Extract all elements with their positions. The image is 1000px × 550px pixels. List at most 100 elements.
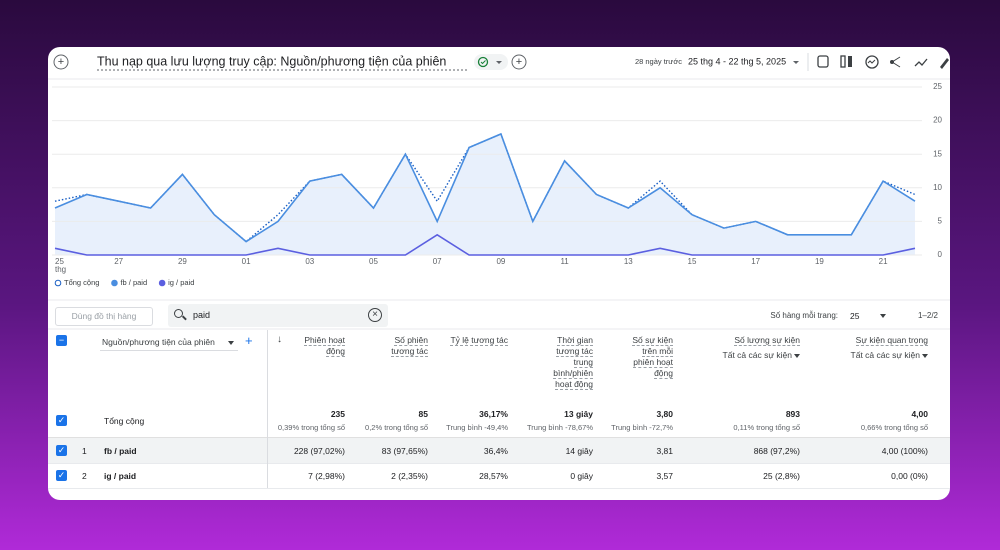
compare-icon-right[interactable] [848,56,852,67]
x-tick-label: 03 [305,257,314,266]
x-tick-label: 15 [688,257,697,266]
search-box[interactable]: paid × [168,304,388,327]
legend-label: ig / paid [168,278,194,287]
column-subheader[interactable]: Tất cả các sự kiện [722,350,792,360]
report-title: Thu nạp qua lưu lượng truy cập: Nguồn/ph… [97,54,446,68]
y-tick-label: 15 [933,149,942,158]
y-tick-label: 5 [938,217,943,226]
row-value: 0,00 (0%) [891,471,928,481]
sub-caret[interactable] [794,354,800,358]
column-label[interactable]: Thời gian tương tác trung bình/phiên hoạ… [553,335,593,390]
column-header[interactable]: Phiên hoạt động [285,335,345,357]
check-icon [477,56,489,68]
legend-label: fb / paid [120,278,147,287]
column-label[interactable]: Tỷ lệ tương tác [450,335,508,346]
row-value: 3,81 [656,446,673,456]
row-name: fb / paid [104,446,137,456]
plot-rows-button[interactable]: Dùng đồ thị hàng [55,307,153,326]
edit-icon[interactable] [940,58,949,69]
row-highlight [48,438,950,463]
row-index: 2 [82,471,87,481]
column-header[interactable]: Tỷ lệ tương tác [448,335,508,346]
column-subheader[interactable]: Tất cả các sự kiện [850,350,920,360]
column-label[interactable]: Số sự kiện trên mỗi phiên hoạt động [632,335,673,379]
x-tick-label: 17 [751,257,760,266]
row-value: 4,00 (100%) [881,446,928,456]
column-label[interactable]: Phiên hoạt động [304,335,345,357]
pagination: 1–2/2 [917,311,938,320]
total-value: 85 [418,409,428,419]
x-tick-label: 07 [433,257,442,266]
x-sublabel: thg [55,265,66,274]
add-button[interactable] [53,54,69,70]
y-tick-label: 10 [933,183,942,192]
row-name: ig / paid [104,471,137,481]
row-divider [48,437,950,438]
column-label[interactable]: Số phiên tương tác [391,335,428,357]
row-value: 868 (97,2%) [753,446,800,456]
search-text[interactable]: paid [193,310,211,320]
x-tick-label: 13 [624,257,633,266]
chip-caret [496,61,502,64]
x-tick-label: 25 [55,257,64,266]
date-prefix: 28 ngày trước [635,57,682,66]
add-dimension[interactable]: + [245,333,253,348]
column-label[interactable]: Sự kiện quan trọng [855,335,928,346]
check-mark [480,60,486,65]
column-divider [267,330,268,488]
total-checkbox[interactable]: ✓ [56,415,67,426]
add-comparison-icon[interactable]: + [516,56,522,68]
x-tick-label: 27 [114,257,123,266]
total-note: Trung bình -49,4% [446,423,508,432]
rows-per-page[interactable]: 25 [850,311,860,321]
area [55,134,915,255]
add-icon[interactable]: + [58,56,64,68]
y-tick-label: 20 [933,116,942,125]
x-tick-label: 11 [560,257,569,266]
dimension-selector[interactable]: Nguồn/phương tiện của phiên [100,335,238,351]
column-label[interactable]: Số lượng sự kiện [734,335,800,346]
row-value: 28,57% [479,471,508,481]
rows-caret[interactable] [880,314,886,318]
trend-icon[interactable] [914,58,928,67]
x-tick-label: 01 [242,257,251,266]
insights-glyph [867,59,876,64]
column-header[interactable]: Thời gian tương tác trung bình/phiên hoạ… [543,335,593,390]
sub-caret[interactable] [922,354,928,358]
row-checkbox[interactable]: ✓ [56,470,67,481]
x-tick-label: 05 [369,257,378,266]
legend-marker [111,279,118,287]
notes-icon[interactable] [817,55,829,68]
series-line [54,233,916,256]
rows-per-page-label: Số hàng mỗi trang: [770,311,838,320]
clear-search[interactable]: × [368,308,382,322]
legend-marker [54,279,62,287]
date-caret[interactable] [793,61,799,64]
share-node [890,60,894,64]
column-header[interactable]: Số lượng sự kiện [690,335,800,346]
x-tick-label: 09 [496,257,505,266]
column-header[interactable]: Số sự kiện trên mỗi phiên hoạt động [623,335,673,379]
compare-icon[interactable] [840,55,846,68]
row-value: 7 (2,98%) [308,471,345,481]
row-index: 1 [82,446,87,456]
total-value: 36,17% [479,409,508,419]
dimension-label[interactable]: Nguồn/phương tiện của phiên [102,337,215,347]
sort-arrow[interactable]: ↓ [277,334,282,345]
total-value: 13 giây [564,409,593,419]
series-line [54,132,916,243]
dimension-caret[interactable] [228,341,234,345]
select-all-checkbox[interactable]: − [56,335,67,346]
total-value: 235 [330,409,345,419]
insights-icon[interactable] [865,55,879,69]
total-label: Tổng cộng [104,416,145,426]
column-header[interactable]: Số phiên tương tác [373,335,428,357]
add-comparison[interactable] [511,54,527,70]
date-range[interactable]: 25 thg 4 - 22 thg 5, 2025 [688,56,786,66]
row-checkbox[interactable]: ✓ [56,445,67,456]
legend-marker [158,279,166,287]
row-value: 228 (97,02%) [293,446,345,456]
row-value: 3,57 [656,471,673,481]
column-header[interactable]: Sự kiện quan trọng [818,335,928,346]
